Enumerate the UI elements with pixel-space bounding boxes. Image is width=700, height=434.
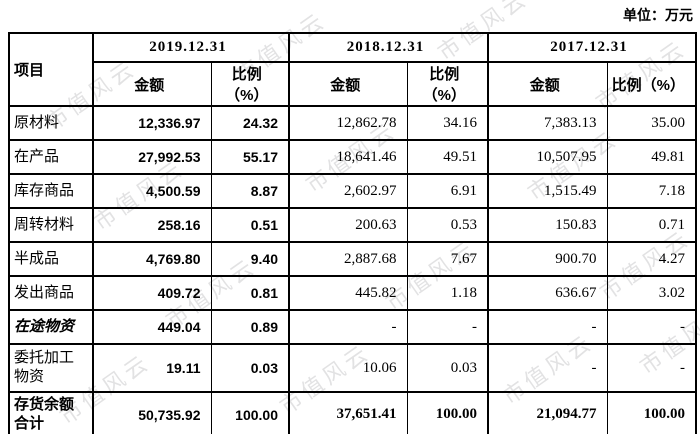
table-row: 委托加工物资 19.11 0.03 10.06 0.03 - - — [8, 343, 697, 393]
cell-ratio-2018: 0.53 — [406, 207, 489, 243]
column-header-period-2018: 2018.12.31 — [288, 32, 489, 63]
table-row: 原材料 12,336.97 24.32 12,862.78 34.16 7,38… — [8, 105, 697, 141]
column-header-ratio-2017: 比例（%） — [606, 61, 697, 107]
row-label: 周转材料 — [8, 207, 94, 243]
column-header-ratio-2019: 比例（%） — [210, 61, 290, 107]
header-row-periods: 项目 2019.12.31 2018.12.31 2017.12.31 — [8, 32, 697, 107]
cell-ratio-2017: 7.18 — [606, 173, 697, 209]
cell-ratio-2019: 9.40 — [210, 241, 290, 277]
cell-ratio-2019: 0.51 — [210, 207, 290, 243]
cell-amount-2019: 449.04 — [92, 309, 212, 345]
row-label: 在产品 — [8, 139, 94, 175]
cell-amount-2019: 409.72 — [92, 275, 212, 311]
row-label: 委托加工物资 — [8, 343, 94, 393]
cell-amount-2017: 150.83 — [487, 207, 608, 243]
cell-amount-2017: - — [487, 343, 608, 393]
cell-amount-2017: 21,094.77 — [487, 391, 608, 434]
cell-ratio-2017: 0.71 — [606, 207, 697, 243]
column-header-amount-2018: 金额 — [288, 61, 408, 107]
cell-amount-2018: 445.82 — [288, 275, 408, 311]
table-row: 存货余额合计 50,735.92 100.00 37,651.41 100.00… — [8, 391, 697, 434]
column-header-period-2019: 2019.12.31 — [92, 32, 290, 63]
cell-amount-2017: 636.67 — [487, 275, 608, 311]
row-label: 库存商品 — [8, 173, 94, 209]
column-header-period-2017: 2017.12.31 — [487, 32, 697, 63]
cell-ratio-2018: 6.91 — [406, 173, 489, 209]
cell-ratio-2018: 100.00 — [406, 391, 489, 434]
cell-amount-2018: 2,602.97 — [288, 173, 408, 209]
cell-amount-2019: 50,735.92 — [92, 391, 212, 434]
cell-ratio-2017: - — [606, 343, 697, 393]
cell-ratio-2019: 24.32 — [210, 105, 290, 141]
table-row: 半成品 4,769.80 9.40 2,887.68 7.67 900.70 4… — [8, 241, 697, 277]
cell-amount-2019: 4,500.59 — [92, 173, 212, 209]
cell-ratio-2017: - — [606, 309, 697, 345]
table-row: 周转材料 258.16 0.51 200.63 0.53 150.83 0.71 — [8, 207, 697, 243]
cell-amount-2017: 7,383.13 — [487, 105, 608, 141]
cell-ratio-2017: 35.00 — [606, 105, 697, 141]
inventory-table: 项目 2019.12.31 2018.12.31 2017.12.31 金额 比… — [8, 32, 697, 434]
cell-amount-2018: 200.63 — [288, 207, 408, 243]
cell-ratio-2019: 0.81 — [210, 275, 290, 311]
table-row: 库存商品 4,500.59 8.87 2,602.97 6.91 1,515.4… — [8, 173, 697, 209]
cell-ratio-2019: 8.87 — [210, 173, 290, 209]
cell-ratio-2018: - — [406, 309, 489, 345]
table-row: 在途物资 449.04 0.89 - - - - — [8, 309, 697, 345]
cell-amount-2018: 18,641.46 — [288, 139, 408, 175]
cell-ratio-2018: 7.67 — [406, 241, 489, 277]
cell-amount-2019: 19.11 — [92, 343, 212, 393]
header-row-measures: 金额 比例（%） 金额 比例（%） 金额 比例（%） — [9, 61, 697, 107]
cell-amount-2018: 12,862.78 — [288, 105, 408, 141]
cell-ratio-2017: 3.02 — [606, 275, 697, 311]
cell-amount-2019: 258.16 — [92, 207, 212, 243]
cell-ratio-2019: 55.17 — [210, 139, 290, 175]
cell-ratio-2017: 4.27 — [606, 241, 697, 277]
cell-ratio-2017: 100.00 — [606, 391, 697, 434]
column-header-item: 项目 — [8, 32, 94, 107]
column-header-amount-2019: 金额 — [92, 61, 212, 107]
row-label: 发出商品 — [8, 275, 94, 311]
cell-amount-2018: 2,887.68 — [288, 241, 408, 277]
cell-amount-2018: - — [288, 309, 408, 345]
cell-amount-2019: 12,336.97 — [92, 105, 212, 141]
row-label: 存货余额合计 — [8, 391, 94, 434]
row-label: 半成品 — [8, 241, 94, 277]
cell-amount-2017: - — [487, 309, 608, 345]
table-body: 原材料 12,336.97 24.32 12,862.78 34.16 7,38… — [8, 105, 697, 434]
cell-ratio-2019: 0.03 — [210, 343, 290, 393]
cell-ratio-2017: 49.81 — [606, 139, 697, 175]
table-row: 发出商品 409.72 0.81 445.82 1.18 636.67 3.02 — [8, 275, 697, 311]
cell-amount-2017: 900.70 — [487, 241, 608, 277]
row-label: 在途物资 — [8, 309, 94, 345]
cell-ratio-2019: 0.89 — [210, 309, 290, 345]
cell-amount-2017: 10,507.95 — [487, 139, 608, 175]
table-row: 在产品 27,992.53 55.17 18,641.46 49.51 10,5… — [8, 139, 697, 175]
cell-amount-2017: 1,515.49 — [487, 173, 608, 209]
cell-amount-2019: 4,769.80 — [92, 241, 212, 277]
cell-ratio-2019: 100.00 — [210, 391, 290, 434]
row-label: 原材料 — [8, 105, 94, 141]
cell-amount-2018: 37,651.41 — [288, 391, 408, 434]
cell-ratio-2018: 0.03 — [406, 343, 489, 393]
cell-ratio-2018: 49.51 — [406, 139, 489, 175]
cell-amount-2019: 27,992.53 — [92, 139, 212, 175]
column-header-amount-2017: 金额 — [487, 61, 608, 107]
cell-ratio-2018: 1.18 — [406, 275, 489, 311]
unit-label: 单位：万元 — [623, 9, 693, 24]
cell-ratio-2018: 34.16 — [406, 105, 489, 141]
cell-amount-2018: 10.06 — [288, 343, 408, 393]
column-header-ratio-2018: 比例（%） — [406, 61, 489, 107]
